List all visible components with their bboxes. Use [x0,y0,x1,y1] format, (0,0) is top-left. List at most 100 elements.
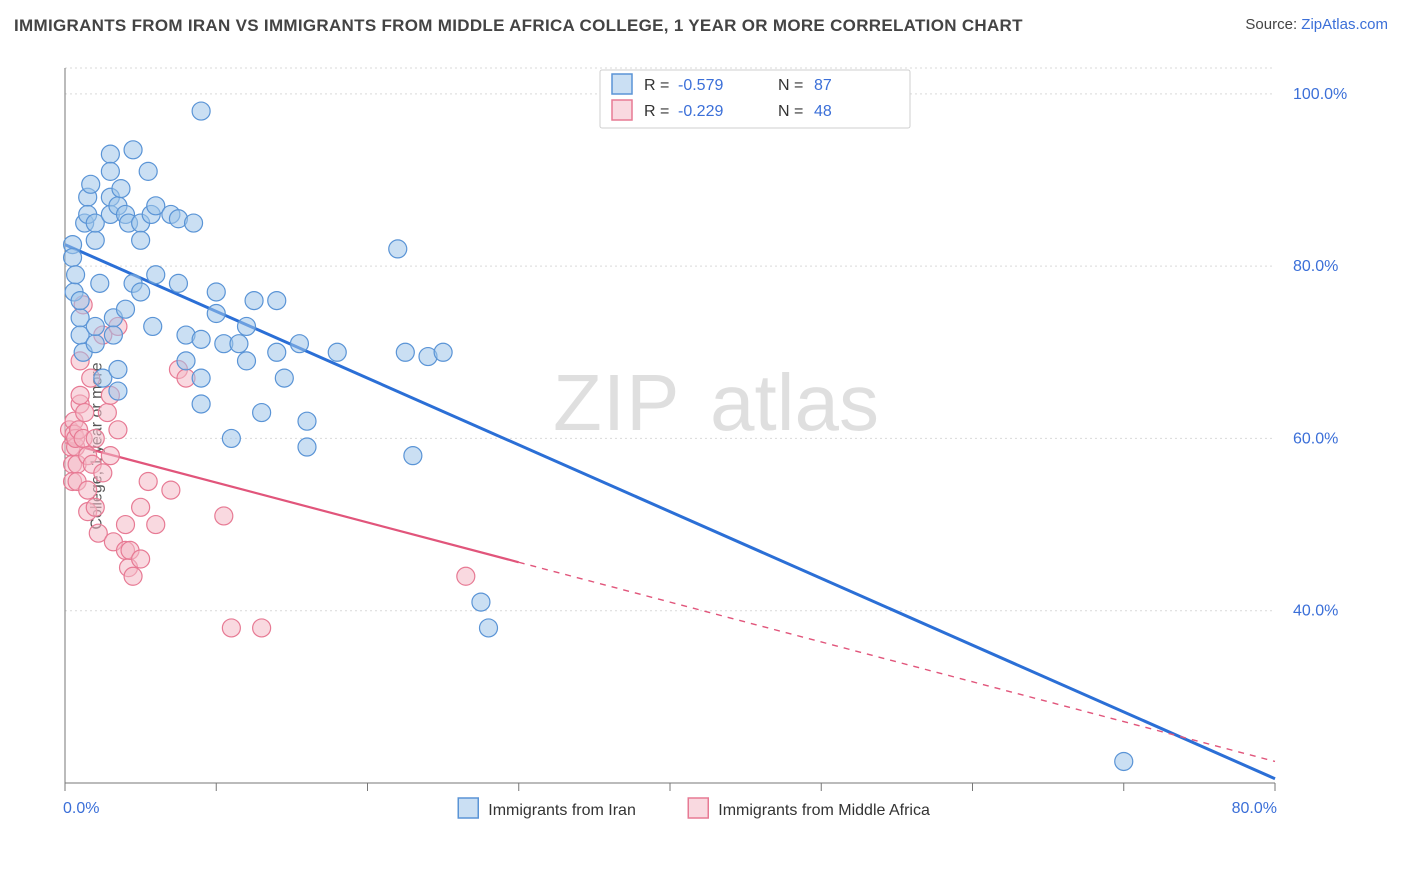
legend-label: Immigrants from Iran [488,802,636,819]
point-pink [98,404,116,422]
x-tick-label: 0.0% [63,800,99,817]
point-blue [238,352,256,370]
y-tick-label: 80.0% [1293,258,1338,275]
point-blue [124,141,142,159]
y-tick-label: 40.0% [1293,603,1338,620]
point-pink [86,429,104,447]
point-blue [109,361,127,379]
legend-r-label: R = [644,103,669,120]
trend-line-dashed [519,562,1275,761]
point-blue [275,369,293,387]
point-blue [328,343,346,361]
point-blue [112,180,130,198]
point-pink [132,550,150,568]
legend-n-value: 48 [814,103,832,120]
point-blue [434,343,452,361]
y-tick-label: 100.0% [1293,86,1347,103]
point-pink [132,498,150,516]
legend-swatch [458,798,478,818]
point-blue [480,619,498,637]
point-blue [404,447,422,465]
point-pink [71,386,89,404]
point-blue [132,283,150,301]
legend-swatch [612,74,632,94]
point-blue [101,162,119,180]
point-blue [389,240,407,258]
point-blue [86,335,104,353]
point-blue [230,335,248,353]
point-blue [290,335,308,353]
chart-container: IMMIGRANTS FROM IRAN VS IMMIGRANTS FROM … [0,0,1406,892]
point-pink [162,481,180,499]
point-blue [472,593,490,611]
point-blue [245,292,263,310]
point-pink [222,619,240,637]
point-pink [109,421,127,439]
point-blue [109,382,127,400]
point-blue [64,249,82,267]
legend-swatch [612,100,632,120]
point-blue [185,214,203,232]
watermark-atlas: atlas [710,358,879,447]
point-pink [94,464,112,482]
source-prefix: Source: [1245,16,1301,33]
point-blue [192,102,210,120]
legend-n-label: N = [778,103,803,120]
point-blue [396,343,414,361]
point-blue [207,283,225,301]
point-blue [82,175,100,193]
point-blue [268,292,286,310]
point-blue [86,317,104,335]
legend-n-label: N = [778,77,803,94]
point-pink [147,516,165,534]
point-blue [104,326,122,344]
point-blue [101,145,119,163]
point-blue [192,369,210,387]
point-blue [147,266,165,284]
point-pink [124,567,142,585]
legend-r-value: -0.579 [678,77,723,94]
point-pink [101,447,119,465]
point-blue [192,330,210,348]
point-pink [139,472,157,490]
point-blue [222,429,240,447]
point-blue [298,438,316,456]
point-blue [71,292,89,310]
legend-label: Immigrants from Middle Africa [718,802,930,819]
legend-n-value: 87 [814,77,832,94]
source-link[interactable]: ZipAtlas.com [1301,16,1388,33]
legend-swatch [688,798,708,818]
point-blue [177,352,195,370]
point-blue [169,274,187,292]
point-blue [132,231,150,249]
point-pink [253,619,271,637]
point-pink [76,404,94,422]
x-tick-label: 80.0% [1232,800,1277,817]
chart-title: IMMIGRANTS FROM IRAN VS IMMIGRANTS FROM … [14,16,1023,36]
point-blue [91,274,109,292]
point-blue [144,317,162,335]
point-blue [268,343,286,361]
legend-r-value: -0.229 [678,103,723,120]
point-pink [215,507,233,525]
point-blue [86,231,104,249]
point-blue [298,412,316,430]
legend-r-label: R = [644,77,669,94]
point-blue [238,317,256,335]
point-pink [457,567,475,585]
point-blue [67,266,85,284]
watermark-zip: ZIP [553,358,680,447]
point-pink [117,516,135,534]
point-blue [117,300,135,318]
point-blue [139,162,157,180]
source-label: Source: ZipAtlas.com [1245,16,1388,33]
point-pink [79,481,97,499]
point-pink [86,498,104,516]
point-blue [192,395,210,413]
point-blue [253,404,271,422]
chart-svg: ZIP atlas 40.0% 60.0% 80.0% 100.0% 0.0% 80.0% R … [55,58,1375,838]
point-blue [1115,752,1133,770]
point-blue [207,305,225,323]
y-tick-label: 60.0% [1293,430,1338,447]
plot-area: ZIP atlas 40.0% 60.0% 80.0% 100.0% 0.0% 80.0% R … [55,58,1375,838]
